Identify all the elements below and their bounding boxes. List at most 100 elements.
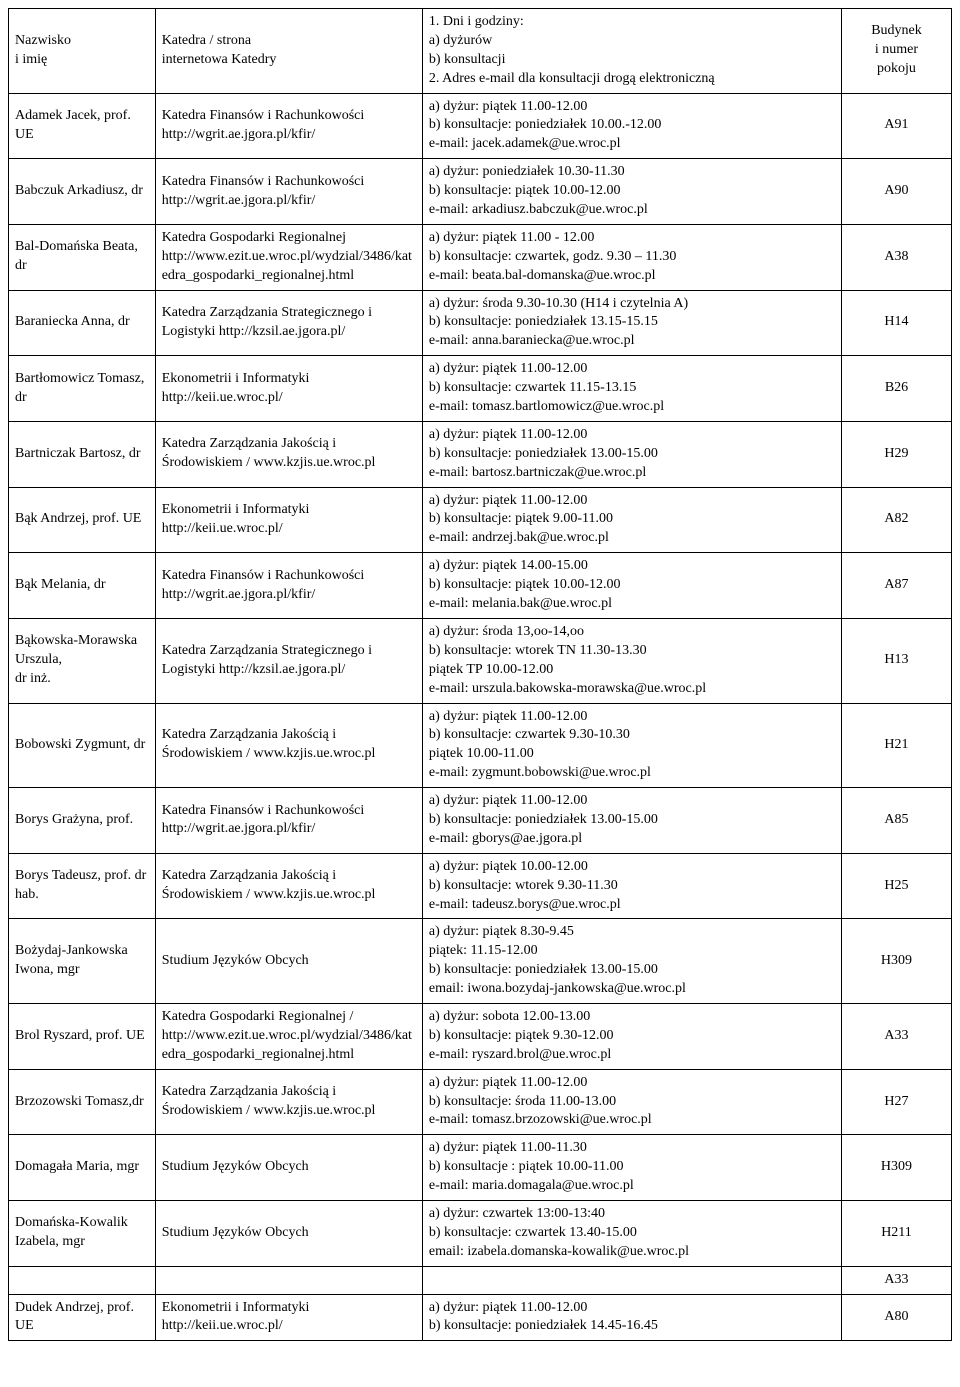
cell-department: Katedra Zarządzania Strategicznego i Log…: [155, 618, 422, 703]
table-row: Domagała Maria, mgrStudium Języków Obcyc…: [9, 1135, 952, 1201]
cell-department: [155, 1266, 422, 1294]
cell-name: Domagała Maria, mgr: [9, 1135, 156, 1201]
table-row: Bartłomowicz Tomasz, drEkonometrii i Inf…: [9, 356, 952, 422]
cell-name: Borys Tadeusz, prof. dr hab.: [9, 853, 156, 919]
cell-name: Bąkowska-Morawska Urszula, dr inż.: [9, 618, 156, 703]
cell-department: Katedra Gospodarki Regionalnej / http://…: [155, 1003, 422, 1069]
header-name: Nazwisko i imię: [9, 9, 156, 94]
cell-hours: a) dyżur: piątek 11.00-12.00 b) konsulta…: [422, 1294, 841, 1341]
cell-hours: a) dyżur: poniedziałek 10.30-11.30 b) ko…: [422, 159, 841, 225]
cell-hours: a) dyżur: piątek 11.00-12.00 b) konsulta…: [422, 788, 841, 854]
cell-department: Katedra Zarządzania Jakością i Środowisk…: [155, 421, 422, 487]
cell-department: Katedra Zarządzania Jakością i Środowisk…: [155, 703, 422, 788]
table-row: Adamek Jacek, prof. UEKatedra Finansów i…: [9, 93, 952, 159]
cell-department: Katedra Finansów i Rachunkowości http://…: [155, 159, 422, 225]
table-row: A33: [9, 1266, 952, 1294]
table-body: Adamek Jacek, prof. UEKatedra Finansów i…: [9, 93, 952, 1341]
cell-hours: a) dyżur: piątek 11.00-12.00 b) konsulta…: [422, 356, 841, 422]
cell-hours: a) dyżur: piątek 8.30-9.45 piątek: 11.15…: [422, 919, 841, 1004]
cell-name: Borys Grażyna, prof.: [9, 788, 156, 854]
cell-name: Domańska-Kowalik Izabela, mgr: [9, 1200, 156, 1266]
cell-room: H21: [841, 703, 951, 788]
table-row: Bartniczak Bartosz, drKatedra Zarządzani…: [9, 421, 952, 487]
cell-hours: a) dyżur: piątek 11.00 - 12.00 b) konsul…: [422, 224, 841, 290]
cell-department: Ekonometrii i Informatyki http://keii.ue…: [155, 1294, 422, 1341]
cell-room: H309: [841, 1135, 951, 1201]
cell-hours: a) dyżur: piątek 11.00-12.00 b) konsulta…: [422, 421, 841, 487]
table-row: Borys Grażyna, prof.Katedra Finansów i R…: [9, 788, 952, 854]
cell-room: H13: [841, 618, 951, 703]
table-row: Bąkowska-Morawska Urszula, dr inż.Katedr…: [9, 618, 952, 703]
cell-name: Babczuk Arkadiusz, dr: [9, 159, 156, 225]
cell-room: A33: [841, 1003, 951, 1069]
table-row: Bąk Andrzej, prof. UEEkonometrii i Infor…: [9, 487, 952, 553]
cell-hours: a) dyżur: sobota 12.00-13.00 b) konsulta…: [422, 1003, 841, 1069]
header-hours: 1. Dni i godziny: a) dyżurów b) konsulta…: [422, 9, 841, 94]
cell-hours: a) dyżur: piątek 11.00-11.30 b) konsulta…: [422, 1135, 841, 1201]
cell-name: Brzozowski Tomasz,dr: [9, 1069, 156, 1135]
cell-department: Ekonometrii i Informatyki http://keii.ue…: [155, 487, 422, 553]
cell-name: [9, 1266, 156, 1294]
cell-room: H25: [841, 853, 951, 919]
cell-room: H211: [841, 1200, 951, 1266]
table-row: Babczuk Arkadiusz, drKatedra Finansów i …: [9, 159, 952, 225]
header-room: Budynek i numer pokoju: [841, 9, 951, 94]
table-row: Bal-Domańska Beata, drKatedra Gospodarki…: [9, 224, 952, 290]
cell-hours: a) dyżur: piątek 14.00-15.00 b) konsulta…: [422, 553, 841, 619]
cell-hours: a) dyżur: piątek 11.00-12.00 b) konsulta…: [422, 703, 841, 788]
cell-name: Baraniecka Anna, dr: [9, 290, 156, 356]
cell-room: H309: [841, 919, 951, 1004]
cell-room: A38: [841, 224, 951, 290]
cell-room: H27: [841, 1069, 951, 1135]
table-header-row: Nazwisko i imię Katedra / strona interne…: [9, 9, 952, 94]
cell-hours: a) dyżur: piątek 11.00-12.00 b) konsulta…: [422, 1069, 841, 1135]
cell-hours: a) dyżur: środa 9.30-10.30 (H14 i czytel…: [422, 290, 841, 356]
table-row: Dudek Andrzej, prof. UEEkonometrii i Inf…: [9, 1294, 952, 1341]
cell-department: Katedra Finansów i Rachunkowości http://…: [155, 788, 422, 854]
staff-table: Nazwisko i imię Katedra / strona interne…: [8, 8, 952, 1341]
cell-department: Studium Języków Obcych: [155, 1135, 422, 1201]
cell-room: H29: [841, 421, 951, 487]
table-row: Bąk Melania, drKatedra Finansów i Rachun…: [9, 553, 952, 619]
cell-room: A80: [841, 1294, 951, 1341]
cell-room: A87: [841, 553, 951, 619]
cell-hours: [422, 1266, 841, 1294]
cell-name: Dudek Andrzej, prof. UE: [9, 1294, 156, 1341]
cell-department: Katedra Finansów i Rachunkowości http://…: [155, 553, 422, 619]
cell-name: Bożydaj-Jankowska Iwona, mgr: [9, 919, 156, 1004]
header-department: Katedra / strona internetowa Katedry: [155, 9, 422, 94]
table-row: Brol Ryszard, prof. UEKatedra Gospodarki…: [9, 1003, 952, 1069]
cell-department: Katedra Zarządzania Strategicznego i Log…: [155, 290, 422, 356]
table-row: Baraniecka Anna, drKatedra Zarządzania S…: [9, 290, 952, 356]
cell-department: Studium Języków Obcych: [155, 1200, 422, 1266]
cell-room: A82: [841, 487, 951, 553]
cell-name: Bartłomowicz Tomasz, dr: [9, 356, 156, 422]
cell-room: A33: [841, 1266, 951, 1294]
cell-hours: a) dyżur: czwartek 13:00-13:40 b) konsul…: [422, 1200, 841, 1266]
cell-hours: a) dyżur: środa 13,oo-14,oo b) konsultac…: [422, 618, 841, 703]
cell-hours: a) dyżur: piątek 11.00-12.00 b) konsulta…: [422, 93, 841, 159]
cell-room: H14: [841, 290, 951, 356]
cell-name: Bartniczak Bartosz, dr: [9, 421, 156, 487]
cell-name: Adamek Jacek, prof. UE: [9, 93, 156, 159]
cell-hours: a) dyżur: piątek 10.00-12.00 b) konsulta…: [422, 853, 841, 919]
cell-name: Bąk Melania, dr: [9, 553, 156, 619]
cell-name: Bobowski Zygmunt, dr: [9, 703, 156, 788]
cell-department: Katedra Zarządzania Jakością i Środowisk…: [155, 853, 422, 919]
cell-name: Bąk Andrzej, prof. UE: [9, 487, 156, 553]
cell-room: A90: [841, 159, 951, 225]
cell-department: Studium Języków Obcych: [155, 919, 422, 1004]
table-row: Borys Tadeusz, prof. dr hab.Katedra Zarz…: [9, 853, 952, 919]
table-row: Bobowski Zygmunt, drKatedra Zarządzania …: [9, 703, 952, 788]
table-row: Bożydaj-Jankowska Iwona, mgrStudium Języ…: [9, 919, 952, 1004]
cell-name: Brol Ryszard, prof. UE: [9, 1003, 156, 1069]
cell-name: Bal-Domańska Beata, dr: [9, 224, 156, 290]
cell-room: B26: [841, 356, 951, 422]
cell-department: Katedra Finansów i Rachunkowości http://…: [155, 93, 422, 159]
cell-department: Katedra Gospodarki Regionalnej http://ww…: [155, 224, 422, 290]
cell-department: Katedra Zarządzania Jakością i Środowisk…: [155, 1069, 422, 1135]
table-row: Domańska-Kowalik Izabela, mgrStudium Jęz…: [9, 1200, 952, 1266]
cell-room: A91: [841, 93, 951, 159]
cell-department: Ekonometrii i Informatyki http://keii.ue…: [155, 356, 422, 422]
cell-hours: a) dyżur: piątek 11.00-12.00 b) konsulta…: [422, 487, 841, 553]
